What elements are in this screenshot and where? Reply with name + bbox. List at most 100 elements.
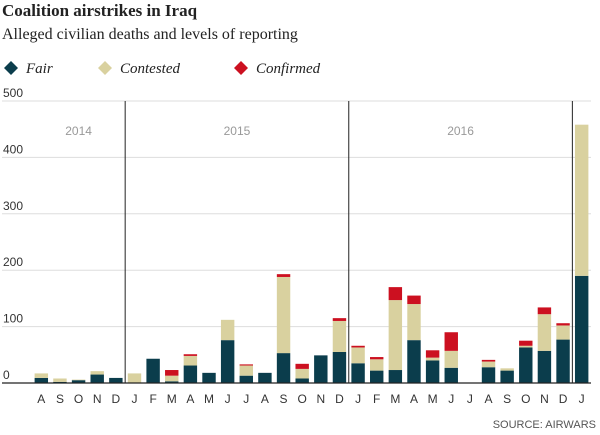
x-tick-label: O bbox=[521, 392, 530, 406]
bar-segment bbox=[53, 378, 67, 382]
bar-segment bbox=[109, 377, 123, 383]
x-tick-label: A bbox=[261, 392, 269, 406]
bar-segment bbox=[183, 354, 198, 356]
bar-segment bbox=[34, 377, 49, 383]
bar-segment bbox=[407, 304, 421, 341]
bar-segment bbox=[444, 367, 458, 383]
bar-segment bbox=[165, 381, 179, 383]
x-tick-label: D bbox=[559, 392, 568, 406]
bar-segment bbox=[332, 318, 347, 321]
bar-segment bbox=[481, 359, 496, 362]
bar-segment bbox=[239, 365, 253, 376]
bar-segment bbox=[71, 379, 86, 381]
year-label: 2016 bbox=[447, 124, 474, 138]
x-tick-label: J bbox=[579, 392, 585, 406]
bar-segment bbox=[425, 357, 440, 361]
x-tick-label: S bbox=[280, 392, 288, 406]
legend-label: Contested bbox=[120, 61, 180, 77]
bar-segment bbox=[444, 350, 458, 368]
bar-segment bbox=[295, 363, 309, 369]
bar-segment bbox=[388, 300, 403, 371]
x-tick-label: N bbox=[316, 392, 325, 406]
bar-segment bbox=[500, 368, 514, 371]
bar-segment bbox=[370, 357, 384, 360]
x-tick-label: D bbox=[112, 392, 121, 406]
bar-segment bbox=[34, 373, 49, 378]
bar-segment bbox=[388, 287, 403, 301]
x-tick-label: D bbox=[335, 392, 344, 406]
bar-segment bbox=[220, 319, 235, 341]
bar-segment bbox=[276, 276, 291, 354]
y-tick-label: 200 bbox=[3, 255, 23, 269]
x-tick-label: M bbox=[167, 392, 177, 406]
x-tick-label: F bbox=[373, 392, 380, 406]
bar-segment bbox=[574, 275, 589, 383]
x-tick-label: A bbox=[485, 392, 493, 406]
year-label: 2014 bbox=[65, 124, 92, 138]
x-tick-label: M bbox=[390, 392, 400, 406]
bar-segment bbox=[183, 365, 198, 383]
bar-segment bbox=[537, 314, 552, 351]
legend-marker bbox=[4, 61, 18, 75]
bar-segment bbox=[332, 320, 347, 352]
bar-segment bbox=[239, 375, 253, 383]
bar-segment bbox=[519, 345, 533, 348]
x-tick-label: M bbox=[428, 392, 438, 406]
bar-segment bbox=[314, 355, 328, 383]
bar-segment bbox=[500, 370, 514, 383]
bar-segment bbox=[127, 373, 142, 383]
y-tick-label: 400 bbox=[3, 142, 23, 156]
source: SOURCE: AIRWARS bbox=[493, 419, 596, 431]
x-tick-label: J bbox=[355, 392, 361, 406]
legend-label: Fair bbox=[25, 61, 53, 77]
bar-segment bbox=[407, 295, 421, 305]
y-tick-label: 0 bbox=[3, 368, 10, 382]
x-tick-label: J bbox=[131, 392, 137, 406]
bar-segment bbox=[220, 340, 235, 383]
bar-segment bbox=[537, 307, 552, 315]
bar-segment bbox=[370, 359, 384, 371]
x-tick-label: J bbox=[448, 392, 454, 406]
bar-segment bbox=[239, 364, 253, 366]
bar-segment bbox=[165, 370, 179, 376]
bar-segment bbox=[556, 325, 570, 340]
y-tick-label: 300 bbox=[3, 199, 23, 213]
bar-segment bbox=[332, 351, 347, 383]
x-tick-label: M bbox=[204, 392, 214, 406]
x-tick-label: J bbox=[467, 392, 473, 406]
chart-subtitle: Alleged civilian deaths and levels of re… bbox=[2, 26, 298, 43]
bar-segment bbox=[351, 345, 365, 348]
bar-segment bbox=[481, 367, 496, 383]
chart-title: Coalition airstrikes in Iraq bbox=[2, 1, 198, 20]
bar-segment bbox=[444, 332, 458, 351]
x-tick-label: J bbox=[225, 392, 231, 406]
bar-segment bbox=[556, 323, 570, 326]
bar-segment bbox=[425, 360, 440, 383]
x-tick-label: F bbox=[149, 392, 156, 406]
bar-segment bbox=[574, 124, 589, 276]
bar-segment bbox=[537, 350, 552, 383]
x-tick-label: N bbox=[540, 392, 549, 406]
bar-segment bbox=[407, 340, 421, 383]
bar-segment bbox=[519, 340, 533, 346]
bar-segment bbox=[351, 347, 365, 364]
bar-segment bbox=[425, 350, 440, 358]
bar-segment bbox=[276, 353, 291, 383]
x-tick-label: N bbox=[93, 392, 102, 406]
x-tick-label: A bbox=[410, 392, 418, 406]
x-tick-label: J bbox=[243, 392, 249, 406]
bar-segment bbox=[146, 358, 160, 383]
legend-marker bbox=[234, 61, 248, 75]
bar-segment bbox=[165, 375, 179, 382]
y-tick-label: 500 bbox=[3, 86, 23, 100]
bar-segment bbox=[71, 380, 86, 383]
bar-segment bbox=[370, 370, 384, 383]
bar-segment bbox=[90, 374, 104, 383]
bar-segment bbox=[183, 355, 198, 366]
bar-segment bbox=[258, 372, 272, 383]
x-tick-label: O bbox=[74, 392, 83, 406]
bar-segment bbox=[276, 274, 291, 277]
bar-segment bbox=[519, 347, 533, 383]
bar-segment bbox=[556, 339, 570, 383]
